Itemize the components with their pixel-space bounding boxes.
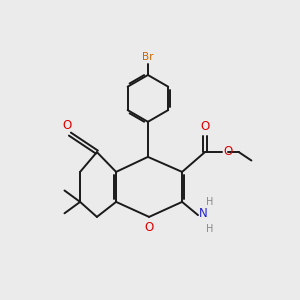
- Text: H: H: [206, 224, 213, 233]
- Text: O: O: [62, 119, 71, 132]
- Text: O: O: [200, 120, 209, 133]
- Text: H: H: [206, 197, 213, 207]
- Text: O: O: [224, 145, 233, 158]
- Text: Br: Br: [142, 52, 154, 62]
- Text: N: N: [199, 207, 208, 220]
- Text: O: O: [145, 221, 154, 234]
